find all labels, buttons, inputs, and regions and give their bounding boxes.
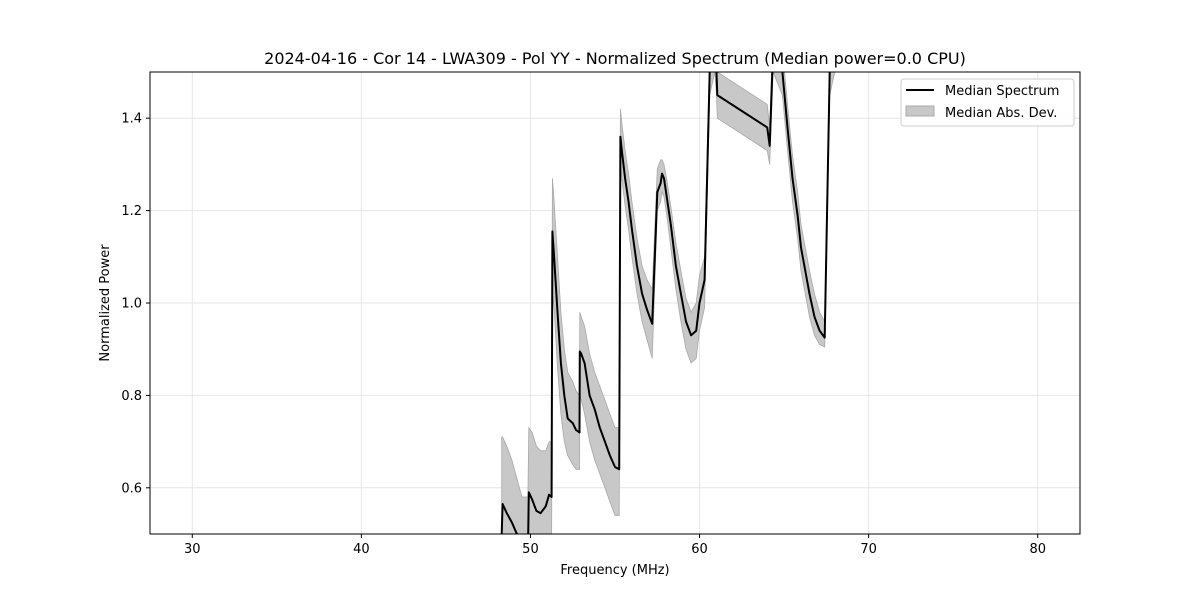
legend-box bbox=[900, 78, 1075, 127]
mad-band bbox=[501, 72, 837, 534]
x-axis-label: Frequency (MHz) bbox=[560, 563, 669, 578]
x-tick-label: 80 bbox=[1029, 542, 1046, 557]
median-spectrum-line bbox=[500, 72, 831, 534]
y-axis-label: Normalized Power bbox=[98, 244, 113, 362]
x-tick-label: 30 bbox=[184, 542, 201, 557]
legend-band-swatch bbox=[905, 105, 935, 117]
x-tick-label: 50 bbox=[522, 542, 539, 557]
x-tick-label: 70 bbox=[860, 542, 877, 557]
legend-label-median-abs-dev: Median Abs. Dev. bbox=[945, 106, 1057, 121]
y-tick-label: 0.8 bbox=[121, 389, 142, 404]
x-tick-label: 60 bbox=[691, 542, 708, 557]
grid bbox=[150, 72, 1080, 534]
x-tick-label: 40 bbox=[353, 542, 370, 557]
y-tick-label: 1.4 bbox=[121, 112, 142, 127]
legend: Median Spectrum Median Abs. Dev. bbox=[900, 78, 1075, 127]
y-tick-label: 0.6 bbox=[121, 481, 142, 496]
chart-title: 2024-04-16 - Cor 14 - LWA309 - Pol YY - … bbox=[264, 49, 966, 68]
y-tick-label: 1.0 bbox=[121, 297, 142, 312]
x-axis: 30 40 50 60 70 80 bbox=[184, 534, 1046, 557]
y-axis: 0.6 0.8 1.0 1.2 1.4 bbox=[121, 112, 150, 496]
legend-label-median-spectrum: Median Spectrum bbox=[945, 84, 1059, 99]
y-tick-label: 1.2 bbox=[121, 204, 142, 219]
